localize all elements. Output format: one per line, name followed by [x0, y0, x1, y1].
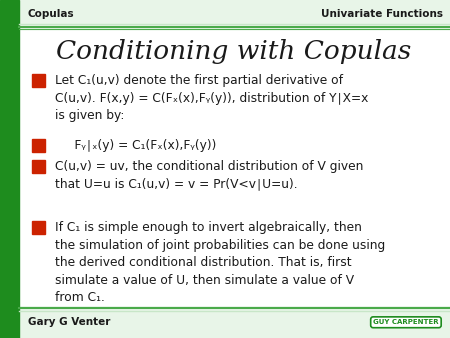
Text: GUY CARPENTER: GUY CARPENTER	[373, 319, 439, 325]
Bar	[0, 0, 19, 338]
Text: Gary G Venter: Gary G Venter	[28, 317, 110, 327]
Text: Copulas: Copulas	[28, 9, 75, 19]
Bar	[32, 160, 45, 173]
Bar	[19, 0, 450, 29]
Text: Fᵧ∣ₓ(y) = C₁(Fₓ(x),Fᵧ(y)): Fᵧ∣ₓ(y) = C₁(Fₓ(x),Fᵧ(y))	[55, 140, 216, 152]
Bar	[32, 140, 45, 152]
Bar	[19, 307, 450, 338]
Bar	[32, 221, 45, 234]
Text: C(u,v) = uv, the conditional distribution of V given
that U=u is C₁(u,v) = v = P: C(u,v) = uv, the conditional distributio…	[55, 160, 363, 190]
Bar	[32, 74, 45, 87]
Text: If C₁ is simple enough to invert algebraically, then
the simulation of joint pro: If C₁ is simple enough to invert algebra…	[55, 221, 385, 304]
Text: Conditioning with Copulas: Conditioning with Copulas	[56, 39, 412, 64]
Text: Univariate Functions: Univariate Functions	[321, 9, 443, 19]
Text: Let C₁(u,v) denote the first partial derivative of
C(u,v). F(x,y) = C(Fₓ(x),Fᵧ(y: Let C₁(u,v) denote the first partial der…	[55, 74, 368, 122]
